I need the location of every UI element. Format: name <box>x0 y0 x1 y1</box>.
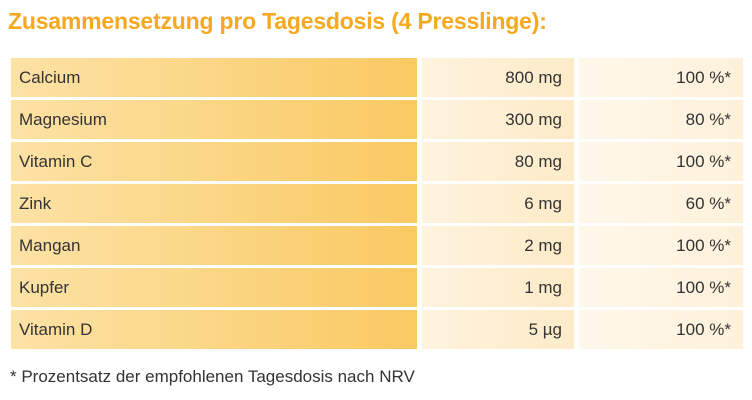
table-cell: 6 mg <box>422 184 574 223</box>
table-body: Calcium 800 mg 100 %* Magnesium 300 mg 80 %* V… <box>11 58 743 349</box>
table-row: Vitamin C 80 mg 100 %* <box>11 142 743 181</box>
table-cell: Calcium <box>11 58 417 97</box>
table-cell: 100 %* <box>579 58 743 97</box>
table-cell: Vitamin D <box>11 310 417 349</box>
table-row: Kupfer 1 mg 100 %* <box>11 268 743 307</box>
table-row: Magnesium 300 mg 80 %* <box>11 100 743 139</box>
table-row: Mangan 2 mg 100 %* <box>11 226 743 265</box>
table-cell: Mangan <box>11 226 417 265</box>
table-cell: 800 mg <box>422 58 574 97</box>
table-cell: 100 %* <box>579 142 743 181</box>
title: Zusammensetzung pro Tagesdosis (4 Pressl… <box>8 8 547 34</box>
table-cell: 100 %* <box>579 310 743 349</box>
table-row: Zink 6 mg 60 %* <box>11 184 743 223</box>
table-cell: Zink <box>11 184 417 223</box>
table-cell: 80 %* <box>579 100 743 139</box>
table-cell: 100 %* <box>579 226 743 265</box>
table-cell: 100 %* <box>579 268 743 307</box>
table-cell: Magnesium <box>11 100 417 139</box>
nutrition-table: Calcium 800 mg 100 %* Magnesium 300 mg 80 %* V… <box>6 55 748 352</box>
table-cell: 2 mg <box>422 226 574 265</box>
table-cell: 300 mg <box>422 100 574 139</box>
table-cell: 60 %* <box>579 184 743 223</box>
table-row: Calcium 800 mg 100 %* <box>11 58 743 97</box>
table-cell: 1 mg <box>422 268 574 307</box>
table-cell: 80 mg <box>422 142 574 181</box>
table-cell: Kupfer <box>11 268 417 307</box>
table-cell: 5 µg <box>422 310 574 349</box>
footnote: * Prozentsatz der empfohlenen Tagesdosis… <box>10 367 415 386</box>
table-cell: Vitamin C <box>11 142 417 181</box>
